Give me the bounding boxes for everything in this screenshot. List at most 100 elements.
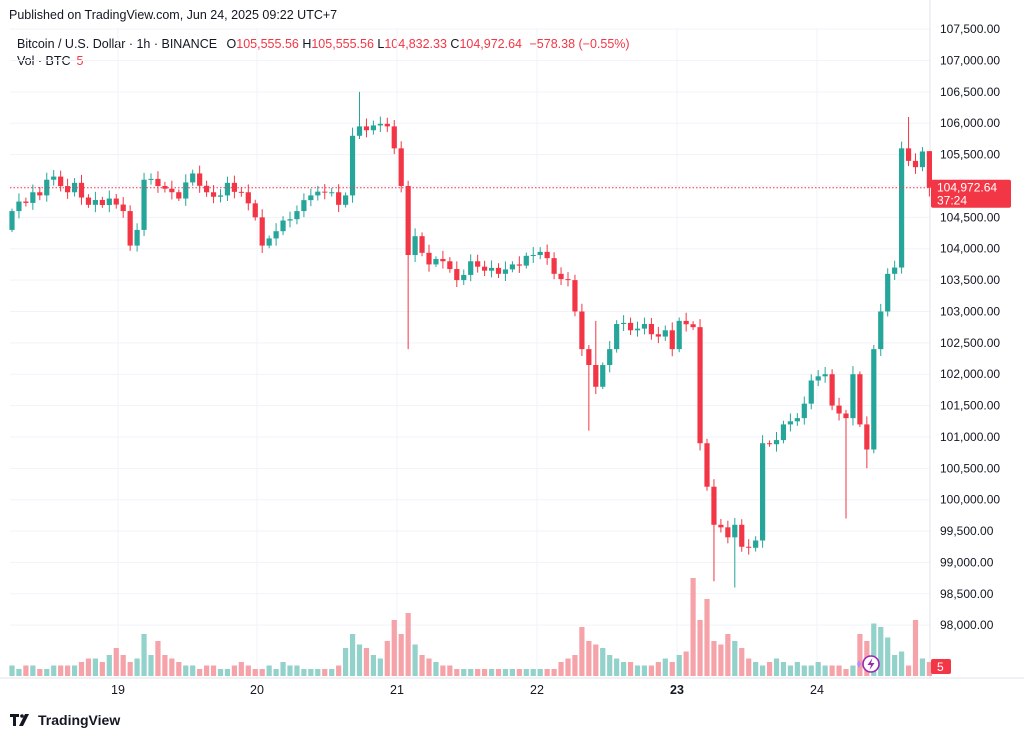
candle-body xyxy=(495,267,502,274)
volume-bar xyxy=(120,655,126,676)
candle-body xyxy=(134,229,140,246)
candle-body xyxy=(600,365,606,387)
candle-body xyxy=(461,274,467,281)
y-tick-label: 101,500.00 xyxy=(940,399,1000,413)
candle-body xyxy=(544,251,550,259)
candle-body xyxy=(433,258,439,265)
volume-bar xyxy=(217,669,224,676)
candle-body xyxy=(662,330,668,337)
y-tick-label: 107,500.00 xyxy=(940,22,1000,36)
candle-body xyxy=(711,486,717,525)
candle-body xyxy=(676,320,682,350)
volume-bar xyxy=(363,648,370,676)
candle-body xyxy=(99,199,105,206)
candle-body xyxy=(919,151,926,168)
volume-bar xyxy=(370,655,376,676)
candle-body xyxy=(697,327,703,444)
candle-body xyxy=(9,211,15,230)
open-value: 105,555.56 xyxy=(236,37,299,51)
candle-body xyxy=(725,527,731,538)
volume-bar xyxy=(600,648,606,676)
candle-body xyxy=(488,267,495,271)
candle-body xyxy=(648,324,654,335)
volume-bar xyxy=(718,644,724,676)
candle-body xyxy=(238,191,244,193)
price-tag[interactable] xyxy=(931,179,1011,208)
candle-body xyxy=(808,380,814,404)
candle-body xyxy=(843,413,849,419)
volume-bar xyxy=(280,662,286,676)
volume-bar xyxy=(780,662,787,676)
candle-body xyxy=(892,267,898,274)
volume-bar xyxy=(572,655,578,676)
candle-body xyxy=(259,217,265,246)
candle-body xyxy=(370,125,376,131)
volume-bar xyxy=(30,665,36,676)
volume-bar xyxy=(461,669,467,676)
volume-bar xyxy=(641,665,648,676)
candle-body xyxy=(315,191,321,196)
candle-body xyxy=(530,255,536,257)
volume-bar xyxy=(586,641,592,676)
y-tick-label: 103,000.00 xyxy=(940,304,1000,318)
volume-bar xyxy=(607,655,613,676)
candle-body xyxy=(565,279,571,281)
volume-bar xyxy=(405,613,411,676)
volume-bar xyxy=(245,665,251,676)
volume-bar xyxy=(447,665,453,676)
volume-bar xyxy=(322,669,328,676)
candle-body xyxy=(850,374,856,419)
volume-bar xyxy=(210,665,217,676)
candle-body xyxy=(363,126,370,131)
volume-bar xyxy=(732,641,738,676)
volume-bar xyxy=(141,634,147,676)
candle-body xyxy=(440,258,446,262)
candle-body xyxy=(405,185,411,256)
published-caption: Published on TradingView.com, Jun 24, 20… xyxy=(9,8,338,22)
volume-bar xyxy=(9,665,15,676)
candle-body xyxy=(120,204,126,212)
volume-bar xyxy=(113,648,119,676)
y-tick-label: 98,500.00 xyxy=(940,587,994,601)
candle-body xyxy=(155,178,161,186)
volume-bar xyxy=(773,658,780,676)
volume-bar xyxy=(516,669,522,676)
candle-body xyxy=(704,443,710,487)
y-tick-label: 107,000.00 xyxy=(940,54,1000,68)
volume-bar xyxy=(294,665,300,676)
volume-bar xyxy=(523,669,529,676)
high-value: 105,555.56 xyxy=(311,37,374,51)
candle-body xyxy=(683,320,689,325)
candle-body xyxy=(266,238,272,246)
ohlc-high: H105,555.56 xyxy=(302,37,374,51)
volume-bar xyxy=(697,620,703,676)
y-tick-label: 106,000.00 xyxy=(940,116,1000,130)
candle-body xyxy=(308,195,314,201)
y-tick-label: 104,000.00 xyxy=(940,242,1000,256)
symbol-legend: Bitcoin / U.S. Dollar · 1h · BINANCE O10… xyxy=(17,37,630,51)
volume-bar xyxy=(760,665,766,676)
candle-body xyxy=(905,148,912,161)
volume-bar xyxy=(440,665,446,676)
brand-name[interactable]: TradingView xyxy=(38,712,121,728)
candle-body xyxy=(829,374,835,406)
volume-bar xyxy=(349,634,356,676)
candle-body xyxy=(454,269,460,281)
candle-body xyxy=(502,269,509,274)
candle-body xyxy=(523,255,529,266)
candle-body xyxy=(482,266,488,271)
candle-body xyxy=(398,148,404,186)
candle-body xyxy=(301,200,307,212)
candle-body xyxy=(586,349,592,365)
volume-bar xyxy=(475,669,481,676)
volume-bar xyxy=(301,669,307,676)
candle-body xyxy=(739,524,745,547)
volume-bar xyxy=(231,665,237,676)
symbol-title[interactable]: Bitcoin / U.S. Dollar · 1h · BINANCE xyxy=(17,37,218,51)
volume-bar xyxy=(676,655,682,676)
volume-bar xyxy=(739,648,745,676)
candle-body xyxy=(857,374,863,425)
candle-body xyxy=(753,540,759,548)
volume-tag[interactable] xyxy=(931,659,951,674)
